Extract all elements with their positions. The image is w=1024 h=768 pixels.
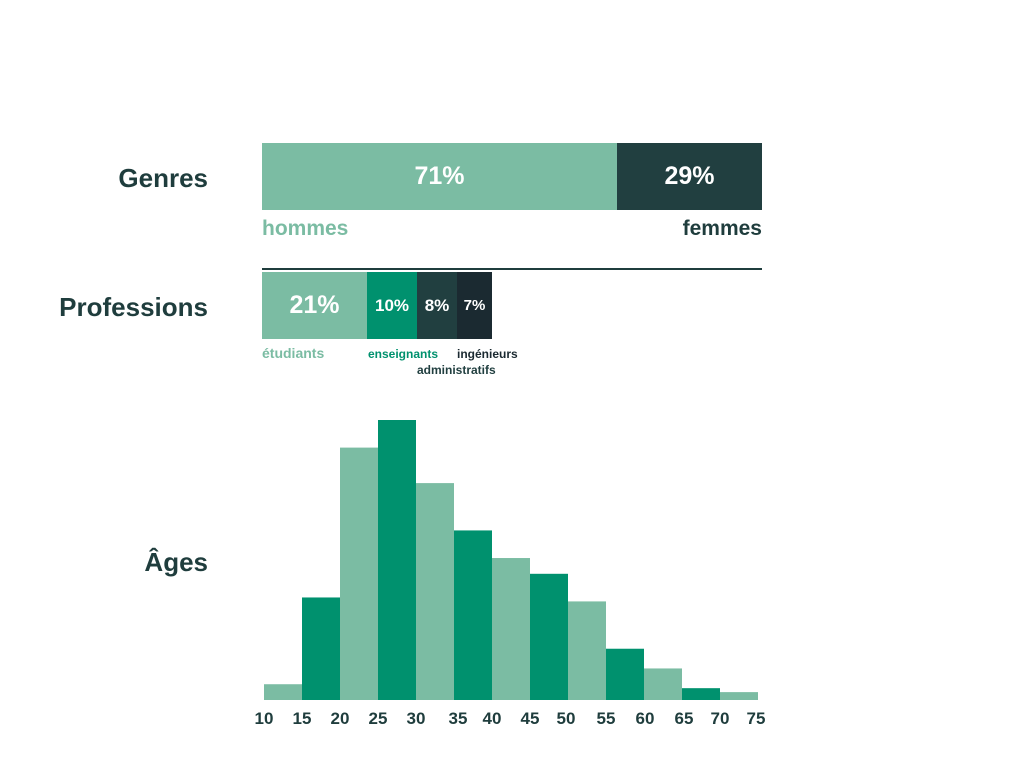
- age-bar-50-55: [568, 601, 606, 700]
- genres-label: Genres: [118, 163, 208, 193]
- professions-enseignants-label: enseignants: [368, 347, 439, 361]
- professions-label: Professions: [59, 292, 208, 322]
- professions-ingenieurs-percent: 7%: [463, 297, 486, 314]
- x-tick-label-50: 50: [557, 709, 576, 728]
- age-bar-30-35: [416, 483, 454, 700]
- x-tick-label-30: 30: [407, 709, 426, 728]
- professions-enseignants-percent: 10%: [374, 295, 410, 315]
- x-tick-label-60: 60: [636, 709, 655, 728]
- professions-bar-ingenieurs: 7%: [457, 272, 492, 339]
- professions-ingenieurs-label: ingénieurs: [457, 347, 518, 361]
- divider-line: [262, 268, 762, 270]
- genres-bar-femmes: 29%: [617, 143, 762, 210]
- x-tick-label-70: 70: [711, 709, 730, 728]
- x-tick-label-20: 20: [331, 709, 350, 728]
- x-tick-label-55: 55: [597, 709, 616, 728]
- professions-bar-etudiants: 21%: [262, 272, 367, 339]
- genres-bar-hommes: 71%: [262, 143, 617, 210]
- professions-etudiants-percent: 21%: [289, 291, 340, 319]
- age-bar-70-75: [720, 692, 758, 700]
- x-tick-label-40: 40: [483, 709, 502, 728]
- x-tick-label-10: 10: [255, 709, 274, 728]
- x-tick-label-45: 45: [521, 709, 540, 728]
- x-tick-label-35: 35: [449, 709, 468, 728]
- age-bar-10-15: [264, 684, 302, 700]
- age-bar-25-30: [378, 420, 416, 700]
- age-bar-60-65: [644, 668, 682, 700]
- professions-administratifs-label: administratifs: [417, 363, 496, 377]
- age-bar-35-40: [454, 530, 492, 700]
- genres-femmes-percent: 29%: [664, 162, 715, 190]
- genres-femmes-label: femmes: [682, 217, 762, 240]
- age-bar-40-45: [492, 558, 530, 700]
- age-bar-20-25: [340, 447, 378, 700]
- ages-label: Âges: [144, 547, 208, 577]
- professions-bar-administratifs: 8%: [417, 272, 457, 339]
- age-bar-45-50: [530, 573, 568, 700]
- age-bar-15-20: [302, 597, 340, 700]
- genres-hommes-percent: 71%: [414, 162, 465, 190]
- age-bar-55-60: [606, 648, 644, 700]
- x-tick-label-75: 75: [747, 709, 766, 728]
- professions-etudiants-label: étudiants: [262, 345, 325, 361]
- x-tick-label-25: 25: [369, 709, 388, 728]
- x-tick-label-65: 65: [675, 709, 694, 728]
- professions-administratifs-percent: 8%: [424, 295, 450, 315]
- age-bar-65-70: [682, 688, 720, 700]
- genres-hommes-label: hommes: [262, 217, 349, 240]
- professions-bar-enseignants: 10%: [367, 272, 417, 339]
- x-tick-label-15: 15: [293, 709, 312, 728]
